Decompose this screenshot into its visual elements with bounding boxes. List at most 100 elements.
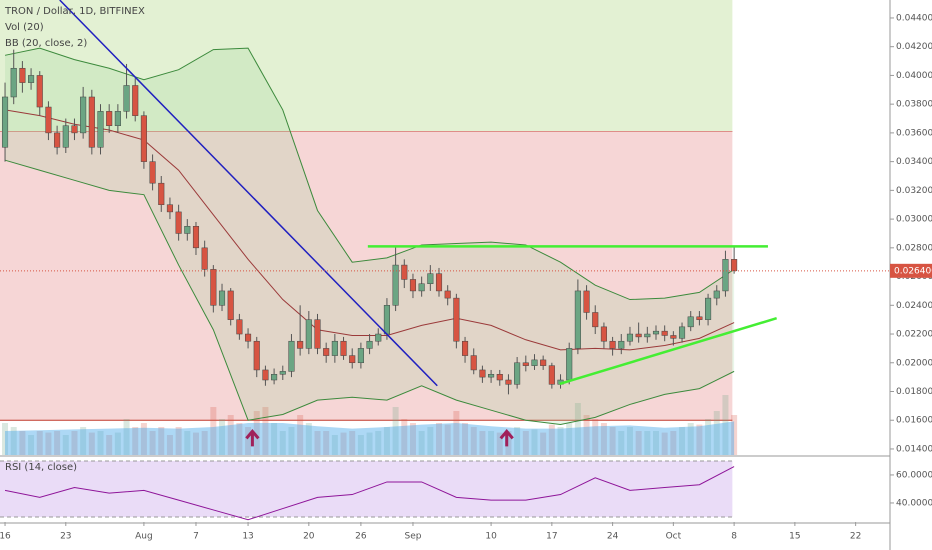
candle-body <box>80 96 87 134</box>
candle-body <box>488 374 495 378</box>
candle-body <box>10 67 17 98</box>
volume-bar <box>288 427 295 455</box>
candle-body <box>722 259 729 292</box>
x-tick-label: 8 <box>731 532 737 542</box>
x-tick-label: 17 <box>546 532 557 542</box>
x-tick-label: 23 <box>60 532 71 542</box>
volume-bar <box>462 423 469 455</box>
candle-body <box>54 132 61 148</box>
x-tick-label: Oct <box>666 532 682 542</box>
volume-bar <box>80 427 87 455</box>
arrow-marker <box>499 429 514 447</box>
volume-bar <box>453 411 460 455</box>
candle-body <box>340 340 347 356</box>
rsi-line <box>4 466 735 521</box>
volume-bar <box>323 431 330 455</box>
candle-body <box>262 369 269 381</box>
volume-bar <box>166 435 173 455</box>
candle-body <box>479 369 486 378</box>
volume-bar <box>644 431 651 455</box>
candle-body <box>678 326 686 339</box>
volume-bar <box>566 423 573 455</box>
volume-bar <box>600 423 607 455</box>
candle-body <box>540 359 547 366</box>
x-tick-label: 15 <box>789 532 800 542</box>
volume-bar <box>696 424 703 455</box>
candle-body <box>106 111 113 126</box>
volume-bar <box>245 427 252 455</box>
candle-body <box>418 283 425 292</box>
candle-body <box>245 333 252 342</box>
volume-bar <box>427 427 434 455</box>
volume-bar <box>505 431 512 455</box>
volume-bar <box>36 431 43 455</box>
volume-bar <box>409 423 416 455</box>
x-tick-label: 24 <box>607 532 619 542</box>
volume-bar <box>71 431 78 455</box>
volume-bar <box>184 431 191 455</box>
candle-body <box>496 374 503 381</box>
candle-body <box>227 290 234 320</box>
volume-bar <box>540 432 547 455</box>
candle-body <box>375 333 382 342</box>
volume-bar <box>331 435 338 455</box>
candle-body <box>192 226 200 249</box>
volume-bar <box>670 431 677 455</box>
candle-body <box>288 340 295 372</box>
bb-lower <box>4 159 735 426</box>
candle-body <box>236 319 243 335</box>
volume-bar <box>548 424 555 455</box>
volume-bar <box>609 427 616 455</box>
volume-bar <box>626 427 633 455</box>
x-tick-label: 7 <box>193 532 199 542</box>
last-price-box <box>890 263 932 278</box>
volume-bar <box>192 432 199 455</box>
volume-bar <box>557 427 564 455</box>
volume-bar <box>123 419 130 455</box>
candle-body <box>409 279 417 292</box>
volume-bar <box>618 431 625 455</box>
volume-bar <box>722 395 729 455</box>
candle-body <box>140 115 147 162</box>
volume-bar <box>661 432 668 455</box>
rsi-tick-label: 40.0000 <box>896 498 932 508</box>
volume-bar <box>366 432 373 455</box>
volume-bar <box>305 423 312 455</box>
volume-bar <box>236 423 243 455</box>
candle-body <box>158 182 165 205</box>
candle-body <box>132 85 139 116</box>
volume-bar <box>705 419 712 455</box>
volume-bar <box>140 423 147 455</box>
volume-bar <box>253 411 260 455</box>
candle-body <box>696 316 703 320</box>
candle-body <box>349 355 356 364</box>
volume-bar <box>297 415 304 455</box>
candle-body <box>201 247 208 270</box>
volume-bar <box>10 427 17 455</box>
candle-body <box>435 273 443 292</box>
volume-bar <box>97 431 104 455</box>
volume-bar <box>45 432 52 455</box>
y-tick-label: 0.014000 <box>896 444 932 454</box>
candle-body <box>218 290 226 306</box>
candle-body <box>705 297 712 320</box>
candle-body <box>609 340 616 349</box>
candle-body <box>401 264 408 280</box>
candle-body <box>175 211 182 234</box>
candle-body <box>71 125 78 134</box>
volume-bar <box>2 423 9 455</box>
rsi-title: RSI (14, close) <box>5 462 77 473</box>
volume-bar <box>679 427 686 455</box>
arrow-marker <box>245 429 260 447</box>
candle-body <box>149 161 156 184</box>
volume-bar <box>713 411 720 455</box>
volume-bar <box>149 431 156 455</box>
trend-line <box>59 0 438 387</box>
indicator-label: Vol (20) <box>5 22 44 33</box>
volume-bar <box>54 431 61 455</box>
